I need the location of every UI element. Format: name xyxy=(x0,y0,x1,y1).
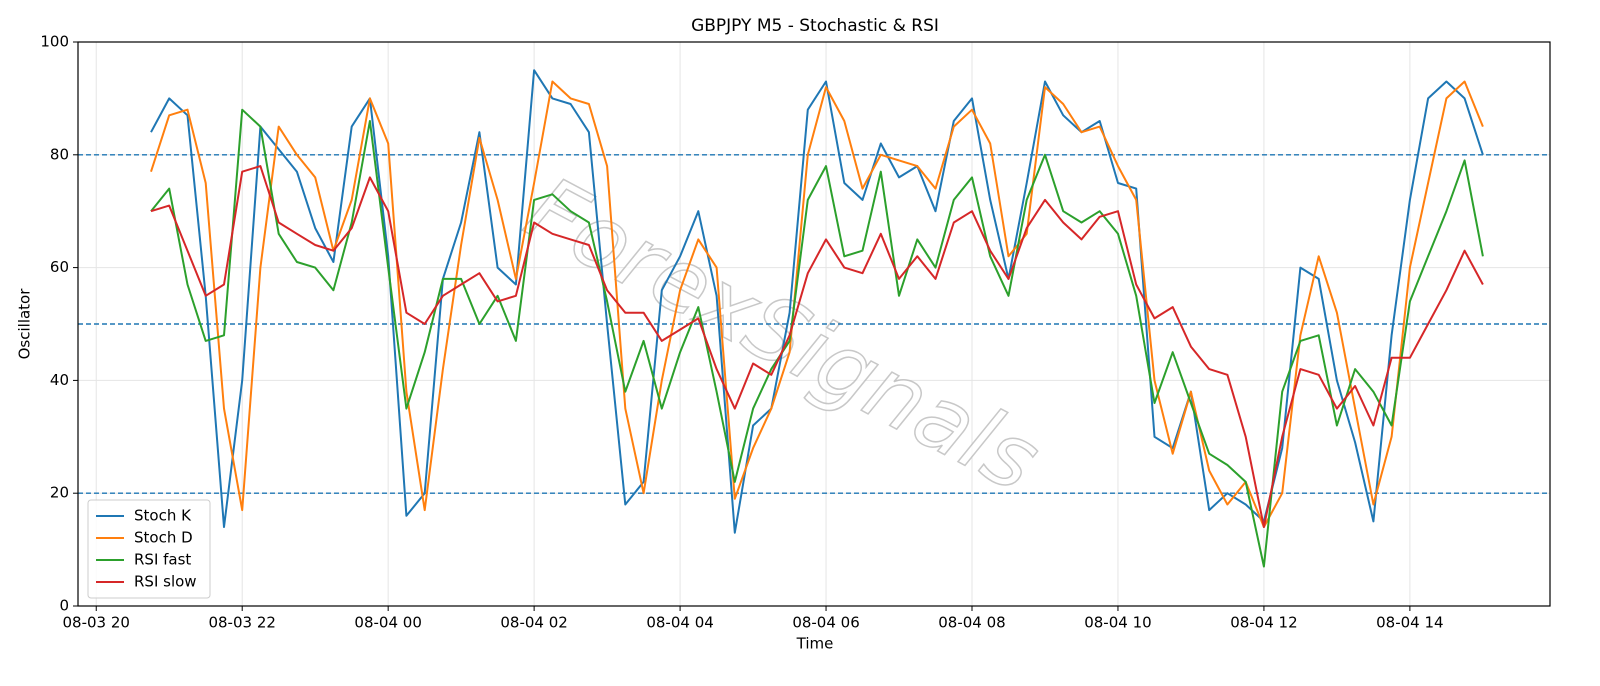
x-axis-label: Time xyxy=(796,635,834,653)
y-tick-label: 0 xyxy=(59,597,69,615)
x-tick-label: 08-04 04 xyxy=(646,614,713,632)
chart-title: GBPJPY M5 - Stochastic & RSI xyxy=(691,16,939,36)
y-tick-label: 60 xyxy=(50,258,69,276)
series-line xyxy=(150,108,1484,568)
y-tick-label: 100 xyxy=(40,33,69,51)
y-axis-label: Oscillator xyxy=(16,288,34,360)
x-tick-label: 08-04 00 xyxy=(354,614,421,632)
series-line xyxy=(150,165,1484,528)
x-tick-label: 08-04 12 xyxy=(1230,614,1297,632)
x-tick-label: 08-04 10 xyxy=(1084,614,1151,632)
y-tick-label: 40 xyxy=(50,371,69,389)
legend-label: RSI fast xyxy=(134,551,191,569)
y-tick-label: 80 xyxy=(50,145,69,163)
legend: Stoch K Stoch D RSI fast RSI slow xyxy=(87,499,211,599)
y-tick-label: 20 xyxy=(50,484,69,502)
legend-label: Stoch D xyxy=(134,529,193,547)
plot-frame xyxy=(77,41,1551,607)
x-tick-label: 08-03 20 xyxy=(63,614,130,632)
x-tick-label: 08-04 14 xyxy=(1376,614,1443,632)
x-tick-label: 08-04 06 xyxy=(792,614,859,632)
series-line xyxy=(150,80,1484,528)
x-tick-label: 08-03 22 xyxy=(208,614,275,632)
x-tick-label: 08-04 08 xyxy=(938,614,1005,632)
legend-box xyxy=(87,499,211,599)
legend-label: Stoch K xyxy=(134,507,192,525)
watermark: ForexSignals xyxy=(510,157,1055,512)
x-tick-label: 08-04 02 xyxy=(500,614,567,632)
legend-label: RSI slow xyxy=(134,573,197,591)
